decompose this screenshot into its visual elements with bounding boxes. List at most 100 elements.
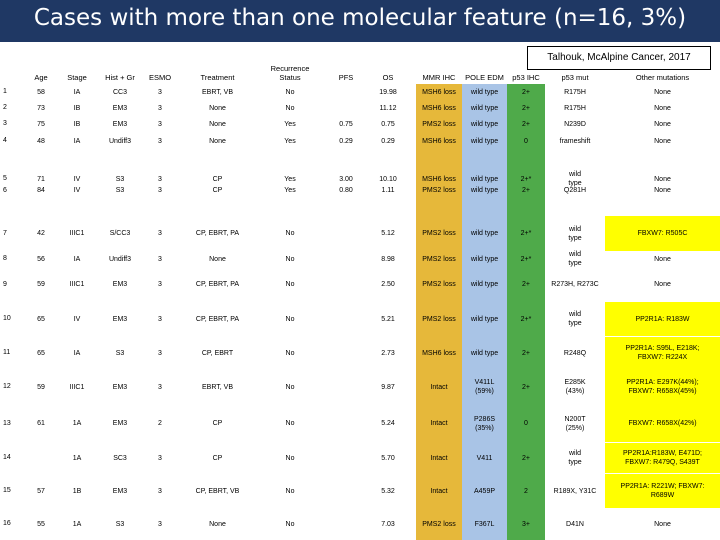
cell-p53mut: wild type <box>568 251 582 267</box>
cell-p53mut: R248Q <box>563 349 587 357</box>
column-header: Other mutations <box>635 73 690 82</box>
cell-age: 65 <box>37 349 45 357</box>
cell-pole: wild type <box>470 175 499 183</box>
cell-esmo: 3 <box>158 281 162 288</box>
title-bar <box>0 0 720 42</box>
cell-pole: wild type <box>470 104 499 112</box>
cell-tx: EBRT, VB <box>202 383 233 391</box>
cell-tx: None <box>209 120 226 128</box>
cell-os: 0.29 <box>381 137 395 145</box>
cell-pole: V411L (59%) <box>474 379 495 395</box>
cell-stage: IB <box>73 120 81 128</box>
row-number: 4 <box>3 137 7 144</box>
cell-mmr: PMS2 loss <box>422 315 456 323</box>
cell-hist: CC3 <box>112 88 127 96</box>
cell-pfs <box>330 474 362 508</box>
cell-pfs <box>330 251 362 267</box>
pole-edm-band <box>462 84 507 540</box>
cell-p53ihc: 2+* <box>520 255 532 263</box>
highlight-other-mutations <box>605 337 720 369</box>
cell-mmr: MSH6 loss <box>422 104 456 112</box>
cell-stage: 1A <box>72 420 82 427</box>
cell-stage: IV <box>73 315 81 323</box>
cell-other: None <box>654 88 671 96</box>
cell-rec: Yes <box>284 175 296 183</box>
row-number: 9 <box>3 280 7 288</box>
cell-esmo: 3 <box>158 104 162 112</box>
cell-tx: CP, EBRT, PA <box>195 281 240 288</box>
cell-age: 65 <box>37 315 45 323</box>
citation-box: Talhouk, McAlpine Cancer, 2017 <box>527 46 711 70</box>
cell-mmr: PMS2 loss <box>422 230 456 237</box>
slide-title: Cases with more than one molecular featu… <box>33 5 687 31</box>
row-number: 13 <box>3 419 11 427</box>
cell-pfs: 0.80 <box>339 187 353 194</box>
cell-p53mut: R189X, Y31C <box>553 487 597 495</box>
cell-hist: EM3 <box>112 420 128 427</box>
cell-p53ihc: 2+ <box>522 120 530 128</box>
cell-age: 58 <box>37 88 45 96</box>
cell-pole: wild type <box>470 120 499 128</box>
cell-stage: IA <box>73 255 81 263</box>
cell-esmo: 2 <box>158 420 162 427</box>
cell-pole: wild type <box>470 349 499 357</box>
cell-mmr: PMS2 loss <box>422 281 456 288</box>
cell-p53mut: wild type <box>568 225 582 242</box>
cell-rec: No <box>285 104 295 112</box>
cell-other: None <box>654 120 671 128</box>
row-number: 1 <box>3 88 7 95</box>
cell-p53ihc: 0 <box>524 420 528 427</box>
cell-p53mut: R273H, R273C <box>551 281 599 288</box>
column-header: Stage <box>67 73 87 82</box>
cell-hist: EM3 <box>112 315 128 323</box>
cell-pole: F367L <box>474 520 495 528</box>
cell-rec: Yes <box>284 137 296 145</box>
cell-mmr: MSH6 loss <box>422 137 456 145</box>
cell-rec: No <box>285 88 295 96</box>
cell-pfs <box>330 337 362 369</box>
cell-esmo: 3 <box>158 137 162 145</box>
cell-mmr: PMS2 loss <box>422 255 456 263</box>
cell-stage: 1A <box>72 520 82 528</box>
column-header: ESMO <box>148 73 172 82</box>
mmr-ihc-band <box>416 84 462 540</box>
cell-hist: S3 <box>115 349 125 357</box>
cell-age: 56 <box>37 255 45 263</box>
column-header: Treatment <box>200 73 235 82</box>
cell-tx: EBRT, VB <box>202 88 233 96</box>
cell-hist: EM3 <box>112 487 128 495</box>
cell-esmo: 3 <box>158 230 162 237</box>
column-header: Hist + Gr <box>105 73 135 82</box>
cell-p53ihc: 2 <box>524 487 528 495</box>
cell-age: 71 <box>37 175 45 183</box>
cell-pfs <box>330 443 362 473</box>
column-header: p53 mut <box>561 73 589 82</box>
cell-tx: None <box>209 255 226 263</box>
cell-p53mut: frameshift <box>559 137 591 145</box>
cell-pole: wild type <box>470 137 499 145</box>
cell-pfs: 0.29 <box>339 137 353 145</box>
cell-age: 59 <box>37 383 45 391</box>
cell-rec: No <box>285 420 295 427</box>
cell-pfs <box>330 405 362 442</box>
cell-tx: CP, EBRT <box>201 349 234 357</box>
column-header: p53 IHC <box>512 73 540 82</box>
cell-pole: P286S (35%) <box>473 415 496 432</box>
cell-age: 48 <box>37 137 45 145</box>
highlight-other-mutations <box>605 216 720 251</box>
column-header: OS <box>382 73 394 82</box>
column-header: Age <box>34 73 48 82</box>
cell-mmr: Intact <box>430 487 448 495</box>
column-header: POLE EDM <box>465 73 504 82</box>
cell-p53mut: N200T (25%) <box>564 415 586 432</box>
cell-pfs <box>330 369 362 405</box>
cell-stage: IIIC1 <box>69 281 85 288</box>
cell-age: 75 <box>37 120 45 128</box>
cell-pole: wild type <box>470 230 499 237</box>
cell-pfs <box>330 268 362 301</box>
cell-rec: No <box>285 383 295 391</box>
cell-os: 2.73 <box>381 349 395 357</box>
cell-os: 2.50 <box>381 281 395 288</box>
cell-other: PP2R1A: R221W; FBXW7: R689W <box>620 483 705 499</box>
cell-rec: No <box>285 255 295 263</box>
